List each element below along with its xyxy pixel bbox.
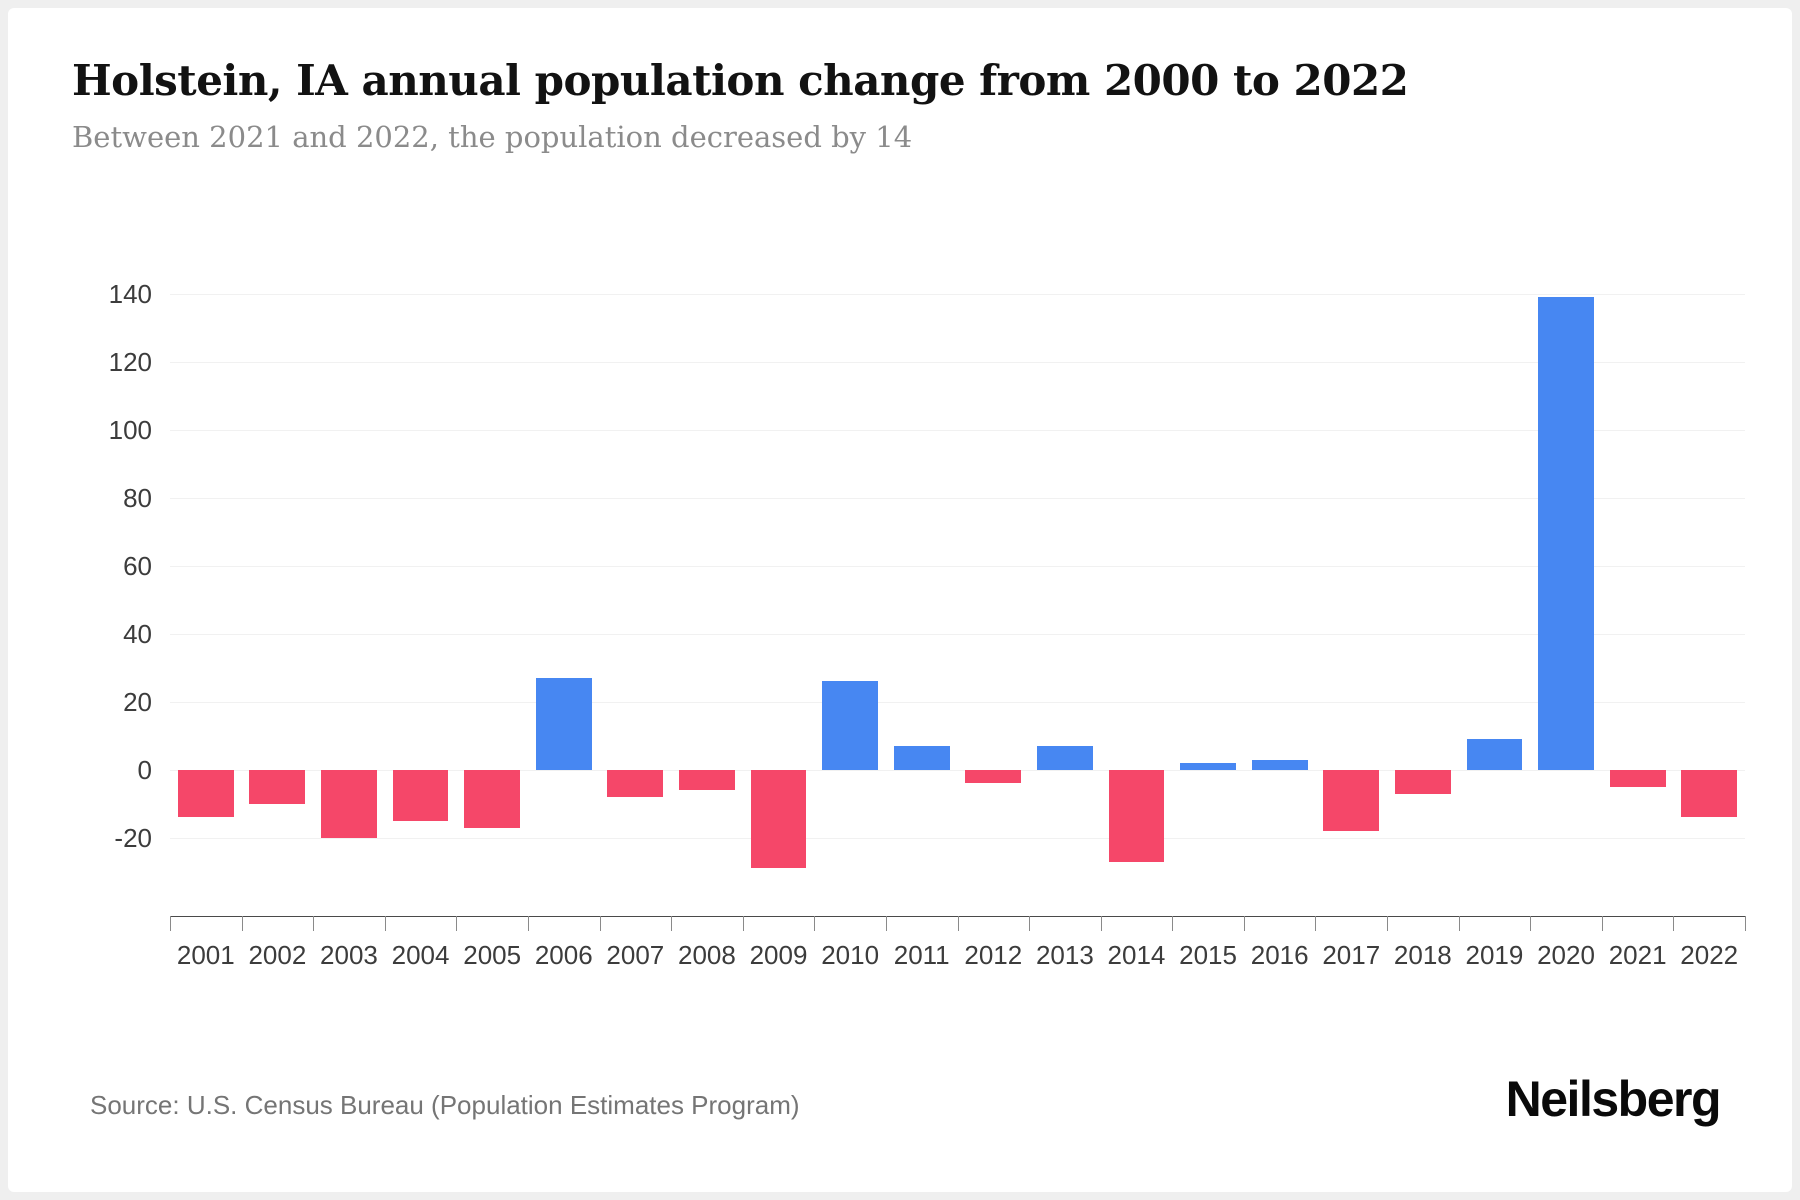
x-tick-label: 2022 [1680, 940, 1739, 970]
gridline [170, 701, 1745, 703]
chart-card: Holstein, IA annual population change fr… [8, 8, 1792, 1192]
y-tick-label: 0 [137, 754, 152, 785]
bar-2002[interactable] [249, 769, 306, 804]
x-tick-label: 2011 [893, 940, 950, 970]
x-tick-label: 2017 [1322, 940, 1381, 970]
chart-title: Holstein, IA annual population change fr… [72, 56, 1409, 105]
x-axis-tick [170, 916, 171, 931]
bar-2015[interactable] [1180, 763, 1236, 770]
gridline [170, 837, 1745, 839]
bar-2012[interactable] [965, 769, 1022, 784]
bar-2014[interactable] [1108, 769, 1165, 862]
x-tick-label: 2013 [1035, 940, 1094, 970]
y-tick-label: 20 [123, 686, 152, 717]
x-axis-tick [1530, 916, 1532, 931]
plot-area [170, 260, 1745, 916]
brand-logo[interactable]: Neilsberg [1505, 1071, 1722, 1127]
x-tick-label: 2004 [391, 940, 450, 970]
x-tick-label: 2021 [1608, 940, 1667, 970]
x-axis-tick [1673, 916, 1675, 931]
x-axis-ticks [170, 916, 1746, 932]
x-tick-label: 2006 [534, 940, 593, 970]
x-axis-tick [1387, 916, 1389, 931]
x-tick-label: 2003 [320, 940, 378, 970]
bar-2011[interactable] [893, 746, 950, 770]
x-axis-tick [313, 916, 315, 931]
y-tick-label: 120 [108, 346, 152, 377]
bar-2013[interactable] [1036, 746, 1093, 770]
bar-2005[interactable] [464, 769, 521, 828]
bar-2019[interactable] [1466, 739, 1523, 770]
x-tick-label: 2012 [964, 940, 1023, 970]
x-tick-label: 2008 [678, 940, 736, 970]
gridline [170, 293, 1745, 295]
chart-subtitle: Between 2021 and 2022, the population de… [72, 120, 913, 154]
x-axis-tick [1315, 916, 1317, 931]
x-tick-label: 2014 [1107, 940, 1166, 970]
bar-2004[interactable] [392, 769, 449, 821]
x-tick-label: 2002 [248, 940, 307, 970]
x-axis-tick [1100, 916, 1102, 931]
gridline [170, 361, 1745, 363]
x-tick-label: 2018 [1393, 940, 1452, 970]
x-axis-tick [599, 916, 601, 931]
bar-2007[interactable] [607, 769, 664, 798]
x-tick-label: 2019 [1465, 940, 1524, 970]
x-tick-label: 2009 [749, 940, 808, 970]
source-note: Source: U.S. Census Bureau (Population E… [90, 1090, 800, 1120]
y-tick-label: 40 [123, 618, 152, 649]
bar-2008[interactable] [679, 769, 735, 791]
x-tick-label: 2001 [176, 940, 235, 970]
x-tick-label: 2010 [821, 940, 880, 970]
x-axis-tick [814, 916, 816, 931]
gridline [170, 633, 1745, 635]
x-axis-tick [1029, 916, 1031, 931]
bar-2022[interactable] [1681, 769, 1738, 818]
y-tick-label: -20 [114, 822, 152, 853]
y-tick-label: 60 [123, 550, 152, 581]
x-axis-tick [1172, 916, 1174, 931]
bar-2018[interactable] [1394, 769, 1451, 794]
x-axis-tick [1745, 916, 1746, 931]
x-axis-labels: 2001 2002 2003 2004 2005 2006 2007 2008 2009 2010… [170, 940, 1745, 974]
gridline [170, 429, 1745, 431]
x-axis-tick [1243, 916, 1245, 931]
x-axis-tick [885, 916, 887, 931]
x-axis-tick [527, 916, 529, 931]
x-axis-tick [1601, 916, 1603, 931]
y-tick-label: 100 [108, 414, 152, 445]
x-axis-tick [456, 916, 458, 931]
bar-2006[interactable] [535, 678, 592, 770]
x-axis-tick [1458, 916, 1460, 931]
bar-2021[interactable] [1609, 769, 1666, 787]
bar-2010[interactable] [822, 681, 879, 770]
x-tick-label: 2020 [1537, 940, 1595, 970]
x-axis-tick [742, 916, 744, 931]
x-axis-tick [241, 916, 243, 931]
y-axis-labels: -20 0 20 40 60 80 100 120 140 [8, 260, 152, 916]
x-axis-tick [384, 916, 386, 931]
x-tick-label: 2005 [463, 940, 522, 970]
gridline [170, 769, 1745, 771]
y-tick-label: 80 [123, 482, 152, 513]
bar-2016[interactable] [1251, 759, 1308, 770]
bar-2003[interactable] [321, 769, 377, 838]
x-axis-tick [671, 916, 673, 931]
x-tick-label: 2007 [606, 940, 665, 970]
y-tick-label: 140 [108, 278, 152, 309]
bar-2020[interactable] [1538, 297, 1594, 770]
x-axis-tick [957, 916, 959, 931]
bar-2009[interactable] [750, 769, 807, 869]
gridline [170, 565, 1745, 567]
gridline [170, 497, 1745, 499]
x-tick-label: 2015 [1179, 940, 1237, 970]
bar-2017[interactable] [1323, 769, 1380, 832]
x-tick-label: 2016 [1250, 940, 1309, 970]
bar-2001[interactable] [177, 769, 234, 818]
